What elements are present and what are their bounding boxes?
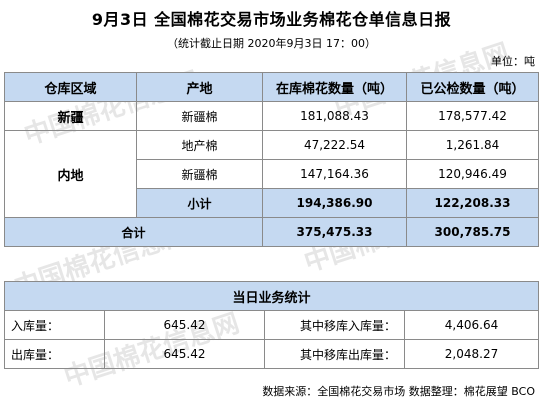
out-move-label: 其中移库出库量：	[264, 339, 405, 369]
out-move-value: 2,048.27	[403, 339, 540, 369]
header-origin: 产地	[136, 72, 263, 102]
table-row: 出库量： 645.42 其中移库出库量： 2,048.27	[4, 339, 540, 369]
region-xinjiang: 新疆	[4, 101, 137, 131]
total-label: 合计	[4, 217, 263, 247]
inspected-cell: 1,261.84	[406, 130, 539, 160]
in-move-value: 4,406.64	[403, 310, 540, 340]
in-move-label: 其中移库入库量：	[264, 310, 405, 340]
out-value: 645.42	[104, 339, 265, 369]
business-table: 当日业务统计 入库量： 645.42 其中移库入库量： 4,406.64 出库量…	[3, 281, 540, 369]
table-header-row: 仓库区域 产地 在库棉花数量（吨） 已公检数量（吨）	[4, 72, 539, 102]
table-row: 内地 地产棉 47,222.54 1,261.84	[4, 130, 539, 218]
header-inspected: 已公检数量（吨）	[406, 72, 539, 102]
region-inland: 内地	[4, 130, 137, 218]
table-row: 新疆 新疆棉 181,088.43 178,577.42	[4, 101, 539, 131]
page-subtitle: （统计截止日期 2020年9月3日 17：00）	[167, 37, 376, 50]
business-title: 当日业务统计	[3, 281, 540, 311]
table-row: 新疆棉 147,164.36 120,946.49	[5, 159, 539, 189]
header-region: 仓库区域	[4, 72, 137, 102]
total-inspected: 300,785.75	[406, 217, 539, 247]
stock-cell: 147,164.36	[262, 159, 407, 189]
stock-cell: 181,088.43	[262, 101, 407, 131]
data-source-footer: 数据来源：全国棉花交易市场 数据整理：棉花展望 BCO	[262, 385, 535, 398]
page-title: 9月3日 全国棉花交易市场业务棉花仓单信息日报	[91, 10, 452, 29]
unit-label: 单位：吨	[491, 55, 535, 68]
table-row: 入库量： 645.42 其中移库入库量： 4,406.64	[4, 310, 540, 340]
subtotal-stock: 194,386.90	[262, 188, 407, 218]
subtotal-inspected: 122,208.33	[406, 188, 539, 218]
warehouse-table: 仓库区域 产地 在库棉花数量（吨） 已公检数量（吨） 新疆 新疆棉 181,08…	[4, 72, 539, 247]
stock-cell: 47,222.54	[262, 130, 407, 160]
origin-cell: 新疆棉	[136, 101, 263, 131]
subtotal-label: 小计	[136, 188, 263, 218]
header-stock: 在库棉花数量（吨）	[262, 72, 407, 102]
inspected-cell: 120,946.49	[406, 159, 539, 189]
inspected-cell: 178,577.42	[406, 101, 539, 131]
origin-cell: 新疆棉	[136, 159, 263, 189]
total-stock: 375,475.33	[262, 217, 407, 247]
business-header-row: 当日业务统计	[3, 281, 540, 311]
origin-cell: 地产棉	[136, 130, 263, 160]
out-label: 出库量：	[4, 339, 105, 369]
subtotal-row: 小计 194,386.90 122,208.33	[5, 188, 539, 218]
in-value: 645.42	[104, 310, 265, 340]
total-row: 合计 375,475.33 300,785.75	[4, 217, 539, 247]
in-label: 入库量：	[4, 310, 105, 340]
